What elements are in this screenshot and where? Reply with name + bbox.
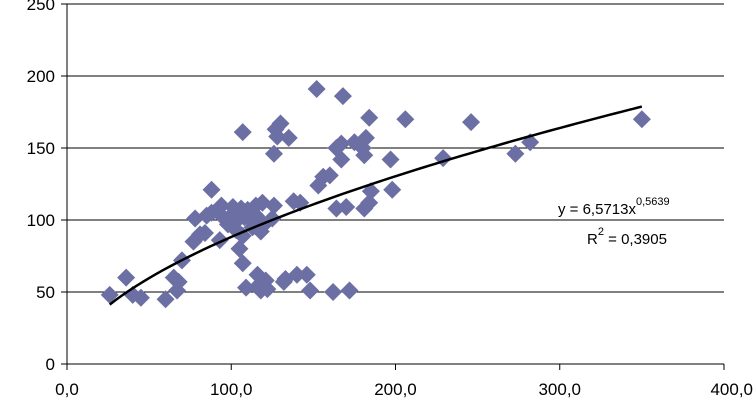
- y-tick-label: 0: [46, 355, 55, 374]
- data-point: [233, 254, 252, 273]
- x-tick-label: 100,0: [210, 380, 253, 399]
- trendline-equation: y = 6,5713x0,5639: [558, 196, 670, 218]
- data-point: [212, 196, 231, 215]
- data-point: [131, 288, 150, 307]
- data-point: [360, 193, 379, 212]
- data-point: [264, 196, 283, 215]
- data-point: [506, 144, 525, 163]
- y-tick-label: 100: [27, 211, 55, 230]
- data-point: [324, 283, 343, 301]
- data-point: [287, 265, 306, 284]
- data-point: [356, 128, 375, 147]
- data-point: [396, 110, 415, 129]
- data-point: [301, 281, 320, 300]
- gridlines: [67, 3, 724, 293]
- data-point: [320, 166, 339, 185]
- data-point: [202, 180, 221, 199]
- axes: [61, 3, 725, 370]
- data-point: [383, 180, 402, 199]
- y-tick-label: 50: [36, 283, 55, 302]
- r-squared: R2 = 0,3905: [587, 226, 667, 248]
- trendline: [108, 105, 643, 306]
- data-point: [230, 239, 249, 258]
- x-tick-label: 200,0: [374, 380, 417, 399]
- data-point: [246, 196, 265, 215]
- x-tick-label: 400,0: [710, 380, 753, 399]
- y-tick-labels: 0 50 100 150 200 250: [27, 0, 55, 374]
- data-point: [279, 128, 298, 147]
- data-point: [246, 206, 265, 225]
- data-point: [100, 285, 119, 304]
- data-point: [462, 113, 481, 132]
- equation-label: y = 6,5713x0,5639: [558, 196, 670, 218]
- data-point: [117, 268, 136, 287]
- data-point: [268, 127, 287, 146]
- data-point: [355, 146, 374, 165]
- y-tick-label: 150: [27, 139, 55, 158]
- y-tick-label: 250: [27, 0, 55, 14]
- data-points: [100, 79, 651, 309]
- data-point: [307, 79, 326, 98]
- data-point: [337, 198, 356, 217]
- data-point: [632, 110, 651, 129]
- data-point: [258, 280, 277, 299]
- data-point: [237, 278, 256, 297]
- data-point: [333, 87, 352, 106]
- x-tick-labels: 0,0 100,0 200,0 300,0 400,0: [55, 380, 753, 399]
- data-point: [360, 108, 379, 127]
- x-tick-label: 300,0: [538, 380, 581, 399]
- data-point: [169, 272, 188, 291]
- data-point: [195, 223, 214, 242]
- data-point: [297, 265, 316, 284]
- x-tick-label: 0,0: [55, 380, 79, 399]
- y-tick-label: 200: [27, 67, 55, 86]
- data-point: [233, 123, 252, 142]
- data-point: [156, 290, 175, 309]
- data-point: [332, 150, 351, 169]
- r-squared-label: R2 = 0,3905: [587, 226, 667, 248]
- data-point: [271, 114, 290, 133]
- data-point: [332, 134, 351, 153]
- data-point: [264, 144, 283, 163]
- data-point: [381, 150, 400, 169]
- data-point: [340, 281, 359, 300]
